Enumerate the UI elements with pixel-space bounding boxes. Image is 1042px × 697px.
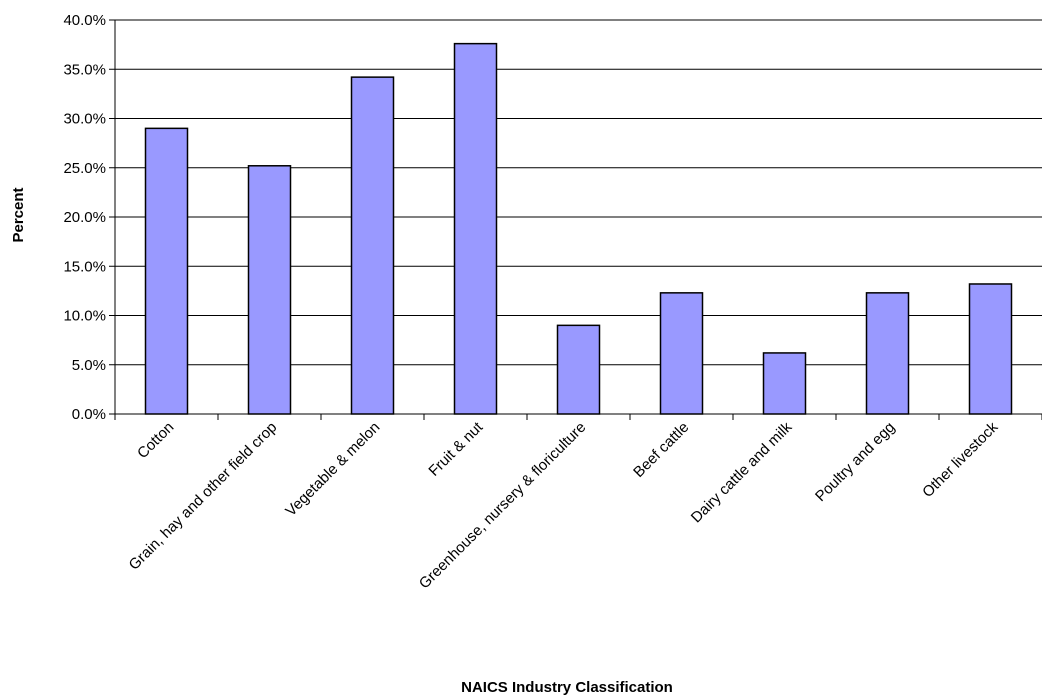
x-category-label: Greenhouse, nursery & floriculture: [416, 419, 590, 593]
y-tick-label: 5.0%: [72, 357, 106, 374]
bar: [350, 76, 395, 415]
bar: [556, 324, 601, 415]
y-axis: 0.0% 5.0% 10.0% 15.0% 20.0% 25.0% 30.0% 35.0% 40…: [63, 12, 116, 423]
bar: [865, 292, 910, 415]
x-category-label: Poultry and egg: [812, 419, 898, 505]
x-category-label: Other livestock: [919, 418, 1002, 501]
y-tick-label: 25.0%: [63, 160, 106, 177]
bar: [247, 165, 292, 415]
bar: [144, 127, 189, 415]
y-tick-label: 40.0%: [63, 12, 106, 29]
x-category-label: Vegetable & melon: [282, 419, 383, 520]
x-category-label: Beef cattle: [630, 419, 692, 481]
y-tick-label: 10.0%: [63, 308, 106, 325]
bar: [762, 352, 807, 415]
bars: [144, 42, 1013, 415]
bar: [968, 283, 1013, 415]
y-tick-label: 35.0%: [63, 61, 106, 78]
x-category-label: Fruit & nut: [425, 418, 487, 480]
y-tick-label: 15.0%: [63, 258, 106, 275]
x-category-label: Cotton: [134, 419, 177, 462]
bar: [659, 292, 704, 415]
bar: [453, 42, 498, 415]
y-axis-title: Percent: [10, 187, 27, 242]
y-tick-label: 0.0%: [72, 406, 106, 423]
y-tick-label: 30.0%: [63, 111, 106, 128]
x-category-label: Dairy cattle and milk: [688, 418, 796, 526]
y-tick-label: 20.0%: [63, 209, 106, 226]
x-axis-title: NAICS Industry Classification: [461, 679, 673, 696]
